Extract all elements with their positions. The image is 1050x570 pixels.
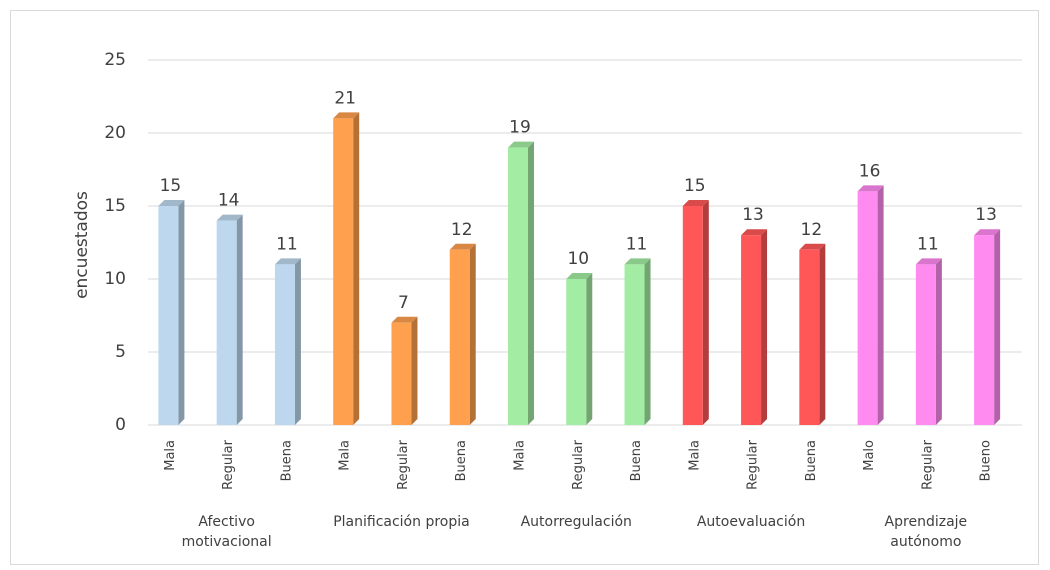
x-tick-label: Malo — [862, 440, 877, 471]
value-label: 13 — [975, 205, 997, 225]
bar-top — [274, 258, 301, 265]
bar-top — [158, 200, 185, 206]
bar — [216, 220, 237, 425]
bar-top — [449, 243, 476, 250]
group-label: Planificación propia — [333, 514, 470, 530]
chart-frame — [10, 10, 1039, 565]
value-label: 11 — [276, 234, 298, 254]
bar — [449, 249, 470, 425]
value-label: 10 — [567, 249, 589, 269]
value-label: 11 — [917, 234, 939, 254]
x-tick-label: Buena — [454, 440, 469, 481]
bar — [682, 206, 703, 425]
bar-top — [915, 258, 942, 265]
value-label: 15 — [160, 176, 182, 196]
y-tick-label: 25 — [104, 50, 126, 70]
bar-side — [819, 243, 826, 425]
value-label: 12 — [451, 220, 473, 240]
x-tick-label: Regular — [920, 439, 935, 490]
bar-side — [411, 316, 418, 425]
y-tick-label: 10 — [104, 269, 126, 289]
y-tick-label: 0 — [115, 415, 126, 435]
bar-top — [507, 141, 534, 148]
value-label: 21 — [334, 88, 356, 108]
x-tick-label: Buena — [804, 440, 819, 481]
value-label: 12 — [801, 220, 823, 240]
x-tick-label: Regular — [746, 439, 761, 490]
x-tick-label: Mala — [512, 440, 527, 471]
bar-side — [527, 141, 534, 425]
bar — [274, 264, 295, 425]
bar — [333, 118, 354, 426]
group-label: Afectivo motivacional — [181, 514, 272, 550]
bar — [158, 206, 179, 425]
bar-top — [799, 243, 826, 250]
bar-side — [935, 258, 942, 425]
group-label: Autorregulación — [520, 514, 632, 530]
bar-side — [761, 229, 768, 425]
y-tick-label: 5 — [115, 342, 126, 362]
bar-side — [294, 258, 301, 425]
y-tick-label: 15 — [104, 196, 126, 216]
bar — [915, 264, 936, 425]
y-tick-label: 20 — [104, 123, 126, 143]
bar-side — [877, 185, 884, 425]
bar — [799, 249, 820, 425]
bar-side — [353, 112, 360, 426]
group-label: Autoevaluación — [696, 514, 806, 530]
x-tick-label: Regular — [571, 439, 586, 490]
bar-top — [624, 258, 651, 265]
x-tick-label: Buena — [279, 440, 294, 481]
x-tick-label: Mala — [163, 440, 178, 471]
bar — [624, 264, 645, 425]
bar — [391, 322, 412, 425]
bar — [741, 235, 762, 425]
bar — [974, 235, 995, 425]
bar — [566, 279, 587, 425]
bar-top — [391, 316, 418, 323]
value-label: 13 — [742, 205, 764, 225]
y-axis-label: encuestados — [72, 191, 92, 299]
bar-top — [974, 229, 1001, 236]
x-tick-label: Buena — [629, 440, 644, 481]
x-tick-label: Mala — [687, 440, 702, 471]
bar — [507, 147, 528, 425]
bar-top — [216, 214, 243, 221]
value-label: 15 — [684, 176, 706, 196]
bar-side — [236, 214, 243, 425]
bar — [857, 191, 878, 425]
value-label: 11 — [626, 234, 648, 254]
x-tick-label: Regular — [221, 439, 236, 490]
bar-side — [586, 273, 593, 425]
value-label: 7 — [398, 293, 409, 313]
bar-side — [994, 229, 1001, 425]
bar-side — [702, 200, 709, 425]
bar-side — [469, 243, 476, 425]
bar-top — [682, 200, 709, 206]
group-label: Aprendizaje autónomo — [884, 514, 968, 550]
x-tick-label: Bueno — [979, 440, 994, 481]
value-label: 16 — [859, 161, 881, 181]
value-label: 14 — [218, 191, 240, 211]
bar-top — [566, 273, 593, 279]
x-tick-label: Mala — [338, 440, 353, 471]
bar-side — [644, 258, 651, 425]
bar-top — [857, 185, 884, 192]
value-label: 19 — [509, 118, 531, 138]
x-tick-label: Regular — [396, 439, 411, 490]
bar-side — [178, 200, 185, 425]
bar-top — [333, 112, 360, 119]
bar-top — [741, 229, 768, 236]
